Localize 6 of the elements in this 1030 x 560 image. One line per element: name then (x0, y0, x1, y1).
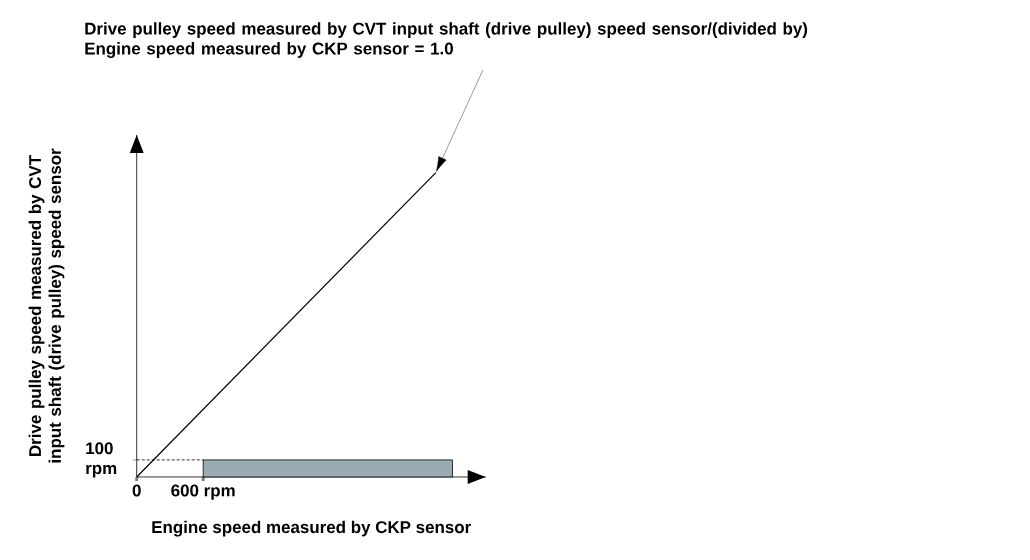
y-tick-label: 100 rpm (86, 442, 117, 478)
x-tick-label: 600 rpm (171, 484, 235, 500)
x-axis-title: Engine speed measured by CKP sensor (152, 520, 471, 537)
y-axis-title: Drive pulley speed measured by CVT input shaft (drive pulley) speed sensor (28, 148, 65, 463)
text: Drive pulley speed measured by CVT input shaft (drive pulley) speed sensor/(divided by) Engine speed measured by CKP sensor = 1.0 (85, 22, 808, 58)
x-tick-label: 0 (132, 484, 141, 497)
